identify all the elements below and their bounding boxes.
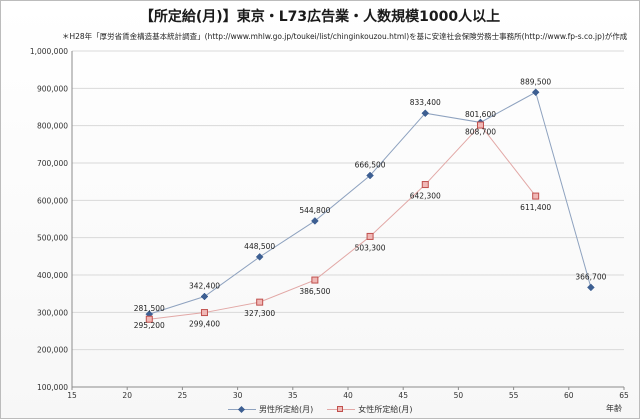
diamond-marker-icon — [237, 405, 246, 413]
y-tick-label: 900,000 — [37, 84, 68, 93]
x-tick-label: 60 — [564, 391, 574, 400]
data-label-male: 889,500 — [520, 77, 551, 86]
data-label-female: 801,600 — [465, 110, 496, 119]
x-tick-label: 65 — [619, 391, 629, 400]
x-tick-label: 50 — [454, 391, 464, 400]
x-tick-label: 40 — [343, 391, 353, 400]
series — [145, 88, 595, 323]
legend-item-male: 男性所定給(月) — [228, 404, 313, 415]
data-point-female — [311, 276, 319, 284]
data-label-female: 503,300 — [355, 243, 386, 252]
y-tick-label: 700,000 — [37, 159, 68, 168]
x-tick-label: 25 — [178, 391, 188, 400]
data-labels: 295,200 342,400 448,500 544,800 666,500 833,4… — [134, 77, 607, 330]
data-label-male: 544,800 — [299, 206, 330, 215]
legend-swatch-female — [327, 405, 356, 414]
x-tick-label: 20 — [122, 391, 132, 400]
data-label-male: 448,500 — [244, 242, 275, 251]
data-point-female — [366, 232, 374, 240]
data-point-female — [476, 121, 484, 129]
data-label-female: 386,500 — [299, 287, 330, 296]
data-point-female — [421, 181, 429, 189]
series-line-female — [149, 124, 537, 320]
legend: 男性所定給(月) 女性所定給(月) — [228, 404, 413, 415]
data-label-female: 642,300 — [410, 192, 441, 201]
data-point-male — [255, 253, 264, 261]
y-tick-label: 300,000 — [37, 308, 68, 317]
data-point-male — [587, 283, 595, 292]
data-point-female — [145, 315, 153, 323]
legend-swatch-male — [228, 405, 256, 414]
gridlines — [72, 50, 624, 351]
data-label-female: 611,400 — [520, 203, 551, 212]
data-point-male — [200, 292, 209, 301]
data-point-female — [256, 298, 264, 306]
legend-label-male: 男性所定給(月) — [259, 405, 314, 414]
y-tick-label: 800,000 — [37, 122, 68, 131]
y-tick-label: 400,000 — [37, 271, 68, 280]
data-point-male — [366, 171, 374, 180]
y-tick-label: 200,000 — [37, 346, 68, 355]
data-label-female: 299,400 — [189, 320, 220, 329]
y-tick-label: 1,000,000 — [30, 47, 68, 56]
data-label-female: 327,300 — [244, 309, 275, 318]
data-point-male — [531, 88, 540, 97]
y-tick-label: 600,000 — [37, 196, 68, 205]
x-axis-label: 年齢 — [606, 403, 622, 413]
axes: 100,000 200,000 300,000 400,000 500,000 600,0… — [30, 47, 629, 413]
data-label-male: 342,400 — [189, 282, 220, 291]
data-label-male: 666,500 — [355, 161, 386, 170]
legend-item-female: 女性所定給(月) — [327, 404, 413, 415]
square-marker-icon — [337, 405, 344, 412]
data-point-female — [200, 309, 208, 317]
y-tick-label: 500,000 — [37, 234, 68, 243]
data-label-male: 808,700 — [465, 127, 496, 136]
data-label-male: 295,200 — [134, 321, 165, 330]
y-tick-label: 100,000 — [37, 383, 68, 392]
data-point-male — [311, 217, 319, 225]
x-tick-label: 30 — [233, 391, 243, 400]
x-tick-label: 35 — [288, 391, 298, 400]
data-label-male: 833,400 — [410, 98, 441, 107]
legend-label-female: 女性所定給(月) — [358, 405, 413, 414]
x-tick-label: 15 — [67, 391, 77, 400]
data-label-male: 366,700 — [575, 272, 606, 281]
x-tick-label: 45 — [398, 391, 408, 400]
chart-title: 【所定給(月)】東京・L73広告業・人数規模1000人以上 — [139, 9, 501, 25]
data-point-female — [532, 192, 540, 200]
data-point-male — [421, 109, 430, 118]
data-label-female: 281,500 — [134, 304, 165, 313]
x-tick-label: 55 — [509, 391, 519, 400]
chart-subtitle: ＊H28年「厚労省賃金構造基本統計調査」(http://www.mhlw.go.… — [62, 32, 628, 41]
